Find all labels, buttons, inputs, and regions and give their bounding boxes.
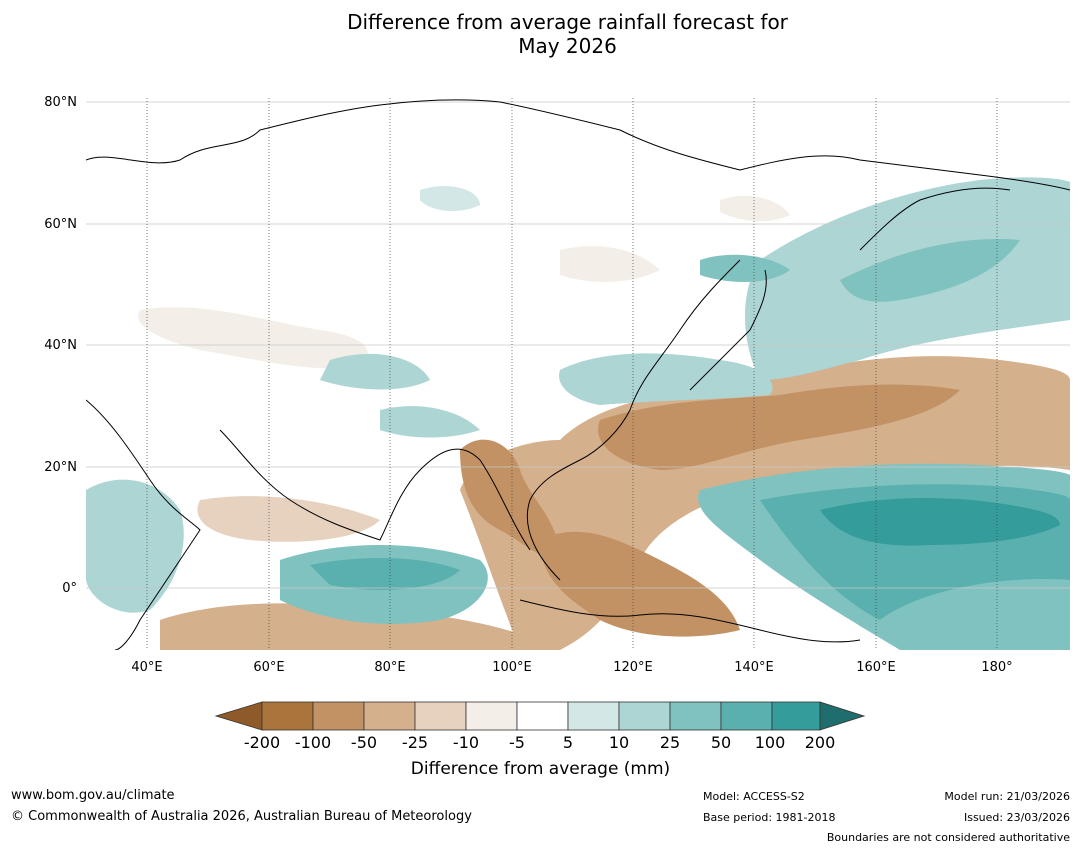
title-line-2: May 2026 <box>518 34 617 58</box>
colorbar-label-200: 200 <box>804 733 836 752</box>
weak-dry-far-east <box>720 195 790 222</box>
colorbar-label-neg25: -25 <box>401 733 429 752</box>
wet-region-okhotsk <box>700 254 790 282</box>
wet-region-bay-of-bengal <box>380 406 480 438</box>
colorbar-label-neg100: -100 <box>294 733 332 752</box>
wet-core-equatorial-indian-ocean <box>310 558 460 590</box>
colorbar-label-50: 50 <box>710 733 732 752</box>
wet-region-tibetan-plateau <box>320 353 430 390</box>
colorbar-label-25: 25 <box>659 733 681 752</box>
latitude-gridlines <box>86 101 1070 589</box>
wet-core-north-pacific <box>840 239 1020 302</box>
footer-copyright: © Commonwealth of Australia 2026, Austra… <box>11 809 472 824</box>
colorbar-label-10: 10 <box>608 733 630 752</box>
colorbar-bin-neg25-neg10 <box>414 701 467 731</box>
weak-dry-siberia <box>560 246 660 282</box>
dry-core-philippine-sea <box>598 384 960 470</box>
lon-label-120e: 120°E <box>613 660 653 675</box>
lon-label-100e: 100°E <box>492 660 532 675</box>
dry-band-arabian-sea <box>197 496 380 542</box>
lat-label-60n: 60°N <box>44 217 77 232</box>
colorbar-extend-right <box>819 701 866 731</box>
lon-label-40e: 40°E <box>131 660 163 675</box>
coastlines <box>86 99 1070 650</box>
colorbar-bin-neg200-neg100 <box>261 701 314 731</box>
anomaly-field <box>86 177 1070 650</box>
colorbar-bin-50-100 <box>720 701 773 731</box>
lon-label-160e: 160°E <box>856 660 896 675</box>
footer-issued: Issued: 23/03/2026 <box>963 811 1070 824</box>
wet-region-east-africa <box>86 479 184 613</box>
coastline-japan <box>689 269 767 391</box>
coastline-kamchatka <box>859 187 1011 251</box>
colorbar-bin-neg100-neg50 <box>312 701 365 731</box>
wet-region-west-siberia <box>420 185 480 212</box>
dry-region-indian-ocean <box>160 603 560 650</box>
chart-title: Difference from average rainfall forecas… <box>0 10 1081 58</box>
colorbar-caption: Difference from average (mm) <box>410 759 671 779</box>
lon-label-80e: 80°E <box>374 660 406 675</box>
footer-model: Model: ACCESS-S2 <box>703 790 805 803</box>
footer-model-run: Model run: 21/03/2026 <box>944 790 1070 803</box>
colorbar-bin-neg10-neg5 <box>465 701 518 731</box>
dry-core-south-china-sea <box>540 531 740 637</box>
colorbar-bin-25-50 <box>669 701 722 731</box>
wet-region-japan-sea <box>559 353 773 405</box>
dry-core-indochina <box>460 439 560 560</box>
longitude-gridlines <box>146 98 998 650</box>
colorbar-extend-left <box>214 701 263 731</box>
footer-base-period: Base period: 1981-2018 <box>703 811 836 824</box>
colorbar-label-5: 5 <box>562 733 574 752</box>
colorbar-label-neg10: -10 <box>452 733 480 752</box>
footer-website: www.bom.gov.au/climate <box>11 788 175 803</box>
coastline-east-asia <box>526 259 741 581</box>
coastline-arabia-africa <box>86 399 201 650</box>
coastline-south-asia <box>219 429 531 551</box>
colorbar-label-neg200: -200 <box>243 733 281 752</box>
lat-label-20n: 20°N <box>44 460 77 475</box>
lat-label-equator: 0° <box>62 581 77 596</box>
weak-dry-central-asia <box>138 307 368 369</box>
coastline-maritime-continent <box>519 599 861 643</box>
lon-label-180: 180° <box>981 660 1013 675</box>
colorbar-label-neg5: -5 <box>509 733 525 752</box>
colorbar-bin-5-10 <box>567 701 620 731</box>
colorbar-bin-neg50-neg25 <box>363 701 416 731</box>
title-line-1: Difference from average rainfall forecas… <box>347 10 788 34</box>
lat-label-80n: 80°N <box>44 95 77 110</box>
wet-max-western-pacific <box>820 498 1060 546</box>
colorbar-bin-10-25 <box>618 701 671 731</box>
lon-label-60e: 60°E <box>253 660 285 675</box>
lon-label-140e: 140°E <box>734 660 774 675</box>
coastline-eurasia-north <box>86 99 1070 191</box>
colorbar-bin-100-200 <box>771 701 821 731</box>
colorbar-bin-neg5-5 <box>516 701 569 731</box>
footer-disclaimer: Boundaries are not considered authoritat… <box>826 831 1070 844</box>
lat-label-40n: 40°N <box>44 338 77 353</box>
colorbar-label-neg50: -50 <box>350 733 378 752</box>
colorbar-label-100: 100 <box>754 733 786 752</box>
